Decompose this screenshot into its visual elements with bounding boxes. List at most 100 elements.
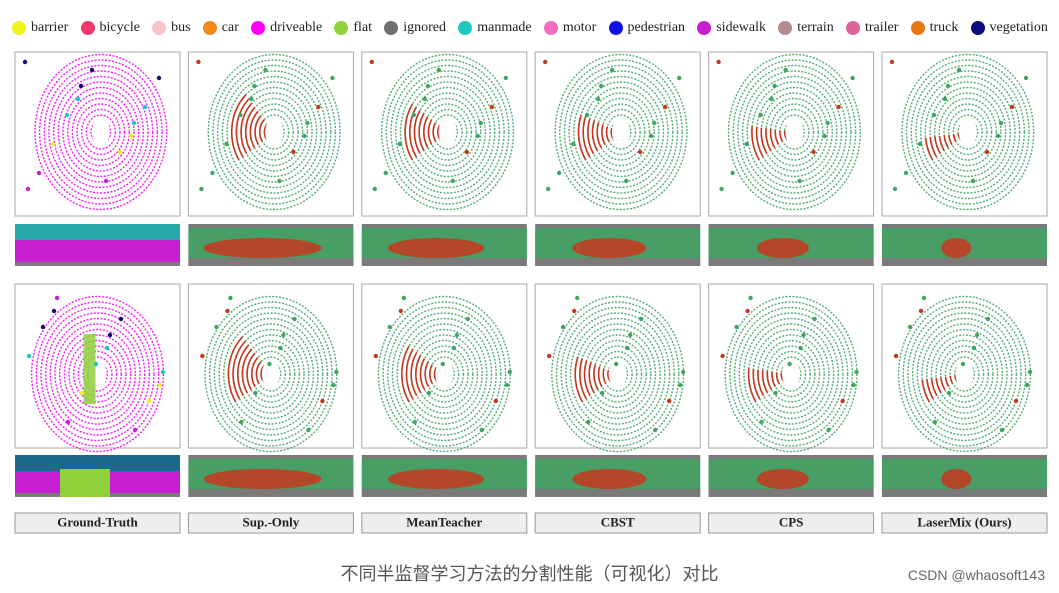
scan-ring <box>901 53 1035 211</box>
error-arc <box>577 81 665 183</box>
scan-ring <box>382 301 507 447</box>
object-points <box>26 353 32 359</box>
error-arc <box>780 361 802 387</box>
scan-ring <box>213 306 329 442</box>
column-label: LaserMix (Ours) <box>917 514 1011 529</box>
scan-ring <box>52 75 149 189</box>
column-label-box <box>708 512 875 534</box>
object-points <box>734 324 739 330</box>
object-points <box>547 353 552 359</box>
object-points <box>624 178 629 184</box>
object-points <box>51 308 57 314</box>
scan-ring <box>218 312 324 436</box>
scan-ring <box>591 97 651 167</box>
object-points <box>678 382 683 388</box>
object-points <box>118 316 124 322</box>
scan-ring <box>555 301 680 447</box>
scan-ring <box>82 356 113 392</box>
object-points <box>475 133 480 139</box>
error-arc <box>591 97 651 167</box>
strip-error <box>941 469 972 489</box>
object-points <box>489 104 494 110</box>
scan-ring <box>741 70 847 194</box>
column-label-box <box>534 512 701 534</box>
object-points <box>769 96 774 102</box>
scan-ring <box>71 97 130 167</box>
scan-ring <box>58 328 137 420</box>
ego-vehicle <box>91 118 110 146</box>
object-points <box>398 308 403 314</box>
scan-ring <box>761 339 821 409</box>
column-label: MeanTeacher <box>406 514 482 529</box>
legend-label: pedestrian <box>627 20 686 35</box>
object-points <box>903 170 909 176</box>
scan-ring <box>207 53 341 211</box>
object-points <box>653 427 658 433</box>
error-arc <box>755 86 834 178</box>
strip-ground <box>361 258 527 266</box>
scan-ring <box>77 350 118 398</box>
bev-panel <box>708 283 875 453</box>
scan-ring <box>929 86 1007 178</box>
object-points <box>302 133 307 139</box>
legend-label: trailer <box>864 20 899 35</box>
scan-ring <box>54 323 141 425</box>
object-points <box>401 295 406 301</box>
object-points <box>196 59 201 65</box>
scan-ring <box>915 70 1021 194</box>
strip-error <box>203 469 322 489</box>
error-arc <box>747 323 835 425</box>
ego-vehicle <box>261 360 280 388</box>
error-arc <box>415 339 474 409</box>
object-points <box>369 59 374 65</box>
error-arc <box>579 328 657 420</box>
error-arc <box>429 356 460 392</box>
object-points <box>677 75 682 81</box>
error-arc <box>227 323 315 425</box>
range-strip <box>188 455 354 497</box>
object-points <box>798 345 803 351</box>
range-strip <box>882 224 1047 266</box>
object-points <box>995 133 1001 139</box>
object-points <box>305 120 310 126</box>
scan-ring <box>235 86 313 178</box>
scan-ring <box>226 75 323 189</box>
scan-ring <box>733 306 849 442</box>
object-points <box>854 369 859 375</box>
error-arc <box>769 103 820 161</box>
object-points <box>759 419 764 425</box>
scan-ring <box>935 339 994 409</box>
object-points <box>600 390 605 396</box>
strip-error <box>203 238 322 258</box>
object-points <box>599 83 604 89</box>
scan-ring <box>63 334 132 414</box>
error-arc <box>236 334 305 414</box>
scan-ring <box>221 70 327 194</box>
watermark: CSDN @whaosoft143 <box>907 567 1045 583</box>
scan-ring <box>944 350 985 398</box>
object-points <box>970 178 976 184</box>
scan-ring <box>905 59 1030 205</box>
object-points <box>946 390 952 396</box>
object-points <box>543 59 548 65</box>
object-points <box>93 361 99 367</box>
scan-ring <box>573 75 669 189</box>
legend-item: car <box>202 20 239 36</box>
scan-ring <box>947 108 988 156</box>
object-points <box>826 427 831 433</box>
object-points <box>267 361 272 367</box>
scan-ring <box>391 312 497 436</box>
strip-error <box>572 238 647 258</box>
object-points <box>1013 398 1019 404</box>
object-points <box>214 324 219 330</box>
object-points <box>78 83 84 89</box>
scan-ring <box>774 108 815 156</box>
ego-vehicle <box>955 360 974 388</box>
error-arc <box>424 350 465 398</box>
object-points <box>772 83 777 89</box>
scan-ring <box>910 64 1026 200</box>
scan-ring <box>396 317 493 431</box>
error-arc <box>751 81 838 183</box>
error-arc <box>607 361 629 387</box>
scan-ring <box>405 328 483 420</box>
